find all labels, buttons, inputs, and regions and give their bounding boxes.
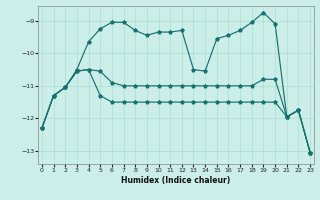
X-axis label: Humidex (Indice chaleur): Humidex (Indice chaleur) <box>121 176 231 185</box>
